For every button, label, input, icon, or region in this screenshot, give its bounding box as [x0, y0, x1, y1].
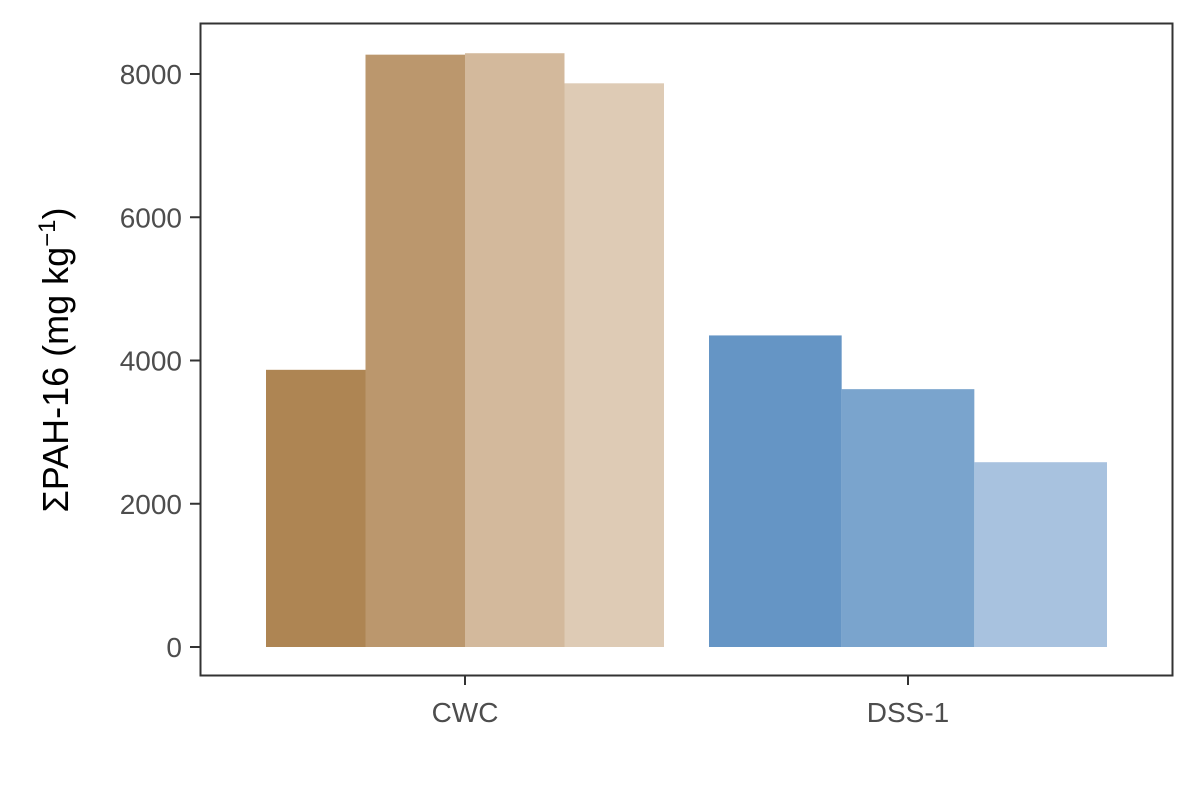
bar-cwc-2 [365, 54, 465, 648]
y-tick-label: 6000 [120, 202, 182, 233]
y-axis-title: ΣPAH-16 (mg kg−1) [34, 207, 77, 512]
y-tick-label: 0 [166, 632, 182, 663]
bar-cwc-1 [266, 369, 366, 647]
bar-dss-1-1 [709, 335, 842, 647]
y-tick-label: 2000 [120, 489, 182, 520]
y-axis-title-superscript: −1 [34, 219, 61, 246]
y-axis: 0 2000 4000 6000 8000 [120, 59, 200, 663]
y-axis-title-close: ) [35, 207, 76, 219]
bar-cwc-4 [564, 83, 664, 647]
plot-panel-border [199, 22, 1174, 677]
x-tick-label: DSS-1 [867, 697, 949, 728]
y-tick-label: 4000 [120, 346, 182, 377]
y-tick-label: 8000 [120, 59, 182, 90]
bar-cwc-3 [465, 53, 565, 648]
x-tick-label: CWC [432, 697, 499, 728]
y-axis-title-main: ΣPAH-16 (mg kg [35, 247, 76, 513]
bar-dss-1-2 [841, 389, 975, 647]
bars-layer [266, 53, 1107, 648]
x-axis: CWC DSS-1 [432, 675, 949, 728]
bar-dss-1-3 [974, 462, 1107, 647]
